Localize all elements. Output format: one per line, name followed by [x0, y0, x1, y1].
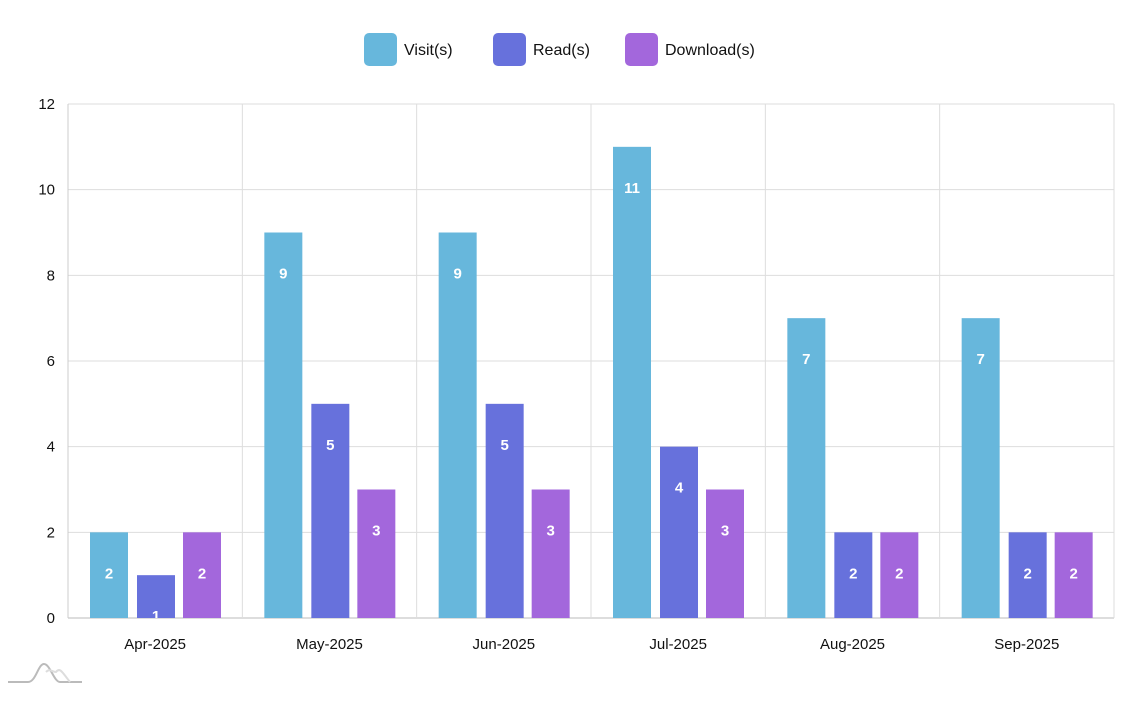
x-tick-label: May-2025 — [296, 636, 363, 653]
data-label: 5 — [500, 437, 508, 454]
data-label: 7 — [802, 351, 810, 368]
bar-downloads[interactable] — [706, 489, 744, 619]
legend-label: Visit(s) — [404, 42, 453, 59]
bar-visits[interactable] — [787, 318, 826, 618]
amcharts-logo-icon — [8, 662, 82, 683]
bar-visits[interactable] — [613, 146, 651, 618]
bar-visits[interactable] — [264, 232, 303, 619]
data-label: 2 — [895, 565, 903, 582]
bar-downloads[interactable] — [1054, 532, 1093, 618]
bar-reads[interactable] — [660, 446, 698, 618]
data-label: 5 — [326, 437, 334, 454]
data-label: 1 — [152, 608, 160, 625]
data-label: 9 — [279, 266, 287, 283]
bar-downloads[interactable] — [531, 489, 570, 619]
bar-reads[interactable] — [1008, 532, 1047, 618]
y-tick-label: 4 — [47, 439, 55, 456]
bar-downloads[interactable] — [880, 532, 919, 618]
x-tick-label: Jul-2025 — [649, 636, 707, 653]
data-label: 3 — [546, 523, 554, 540]
data-label: 3 — [721, 523, 729, 540]
legend-label: Read(s) — [533, 42, 590, 59]
x-tick-label: Jun-2025 — [473, 636, 536, 653]
legend[interactable]: Visit(s) Read(s) Download(s) — [364, 33, 755, 66]
bar-visits[interactable] — [90, 532, 128, 618]
y-tick-label: 0 — [47, 610, 55, 627]
bar-downloads[interactable] — [357, 489, 396, 619]
bars: 2 1 2 9 5 3 9 5 3 11 4 3 7 2 2 7 2 2 — [90, 146, 1093, 625]
y-tick-label: 12 — [38, 96, 55, 113]
data-label: 2 — [198, 565, 206, 582]
x-axis: Apr-2025 May-2025 Jun-2025 Jul-2025 Aug-2025… — [124, 636, 1059, 653]
data-label: 2 — [1023, 565, 1031, 582]
data-label: 11 — [624, 180, 640, 197]
data-label: 9 — [453, 266, 461, 283]
bar-reads[interactable] — [137, 575, 175, 618]
data-label: 4 — [675, 480, 684, 497]
legend-marker — [625, 33, 658, 66]
x-tick-label: Sep-2025 — [994, 636, 1059, 653]
x-tick-label: Apr-2025 — [124, 636, 186, 653]
legend-item[interactable]: Read(s) — [493, 33, 590, 66]
y-tick-label: 2 — [47, 524, 55, 541]
legend-item[interactable]: Visit(s) — [364, 33, 453, 66]
legend-marker — [364, 33, 397, 66]
bar-reads[interactable] — [485, 403, 524, 618]
x-tick-label: Aug-2025 — [820, 636, 885, 653]
data-label: 3 — [372, 523, 380, 540]
legend-label: Download(s) — [665, 42, 755, 59]
bar-visits[interactable] — [438, 232, 477, 619]
y-tick-label: 8 — [47, 267, 55, 284]
y-tick-label: 10 — [38, 182, 55, 199]
data-label: 2 — [849, 565, 857, 582]
grid — [67, 103, 1115, 619]
bar-visits[interactable] — [961, 318, 1000, 618]
bar-reads[interactable] — [834, 532, 873, 618]
bar-downloads[interactable] — [183, 532, 221, 618]
legend-item[interactable]: Download(s) — [625, 33, 755, 66]
data-label: 2 — [1069, 565, 1077, 582]
bar-reads[interactable] — [311, 403, 350, 618]
data-label: 7 — [976, 351, 984, 368]
y-axis: 0 2 4 6 8 10 12 — [38, 96, 55, 627]
legend-marker — [493, 33, 526, 66]
y-tick-label: 6 — [47, 353, 55, 370]
data-label: 2 — [105, 565, 113, 582]
